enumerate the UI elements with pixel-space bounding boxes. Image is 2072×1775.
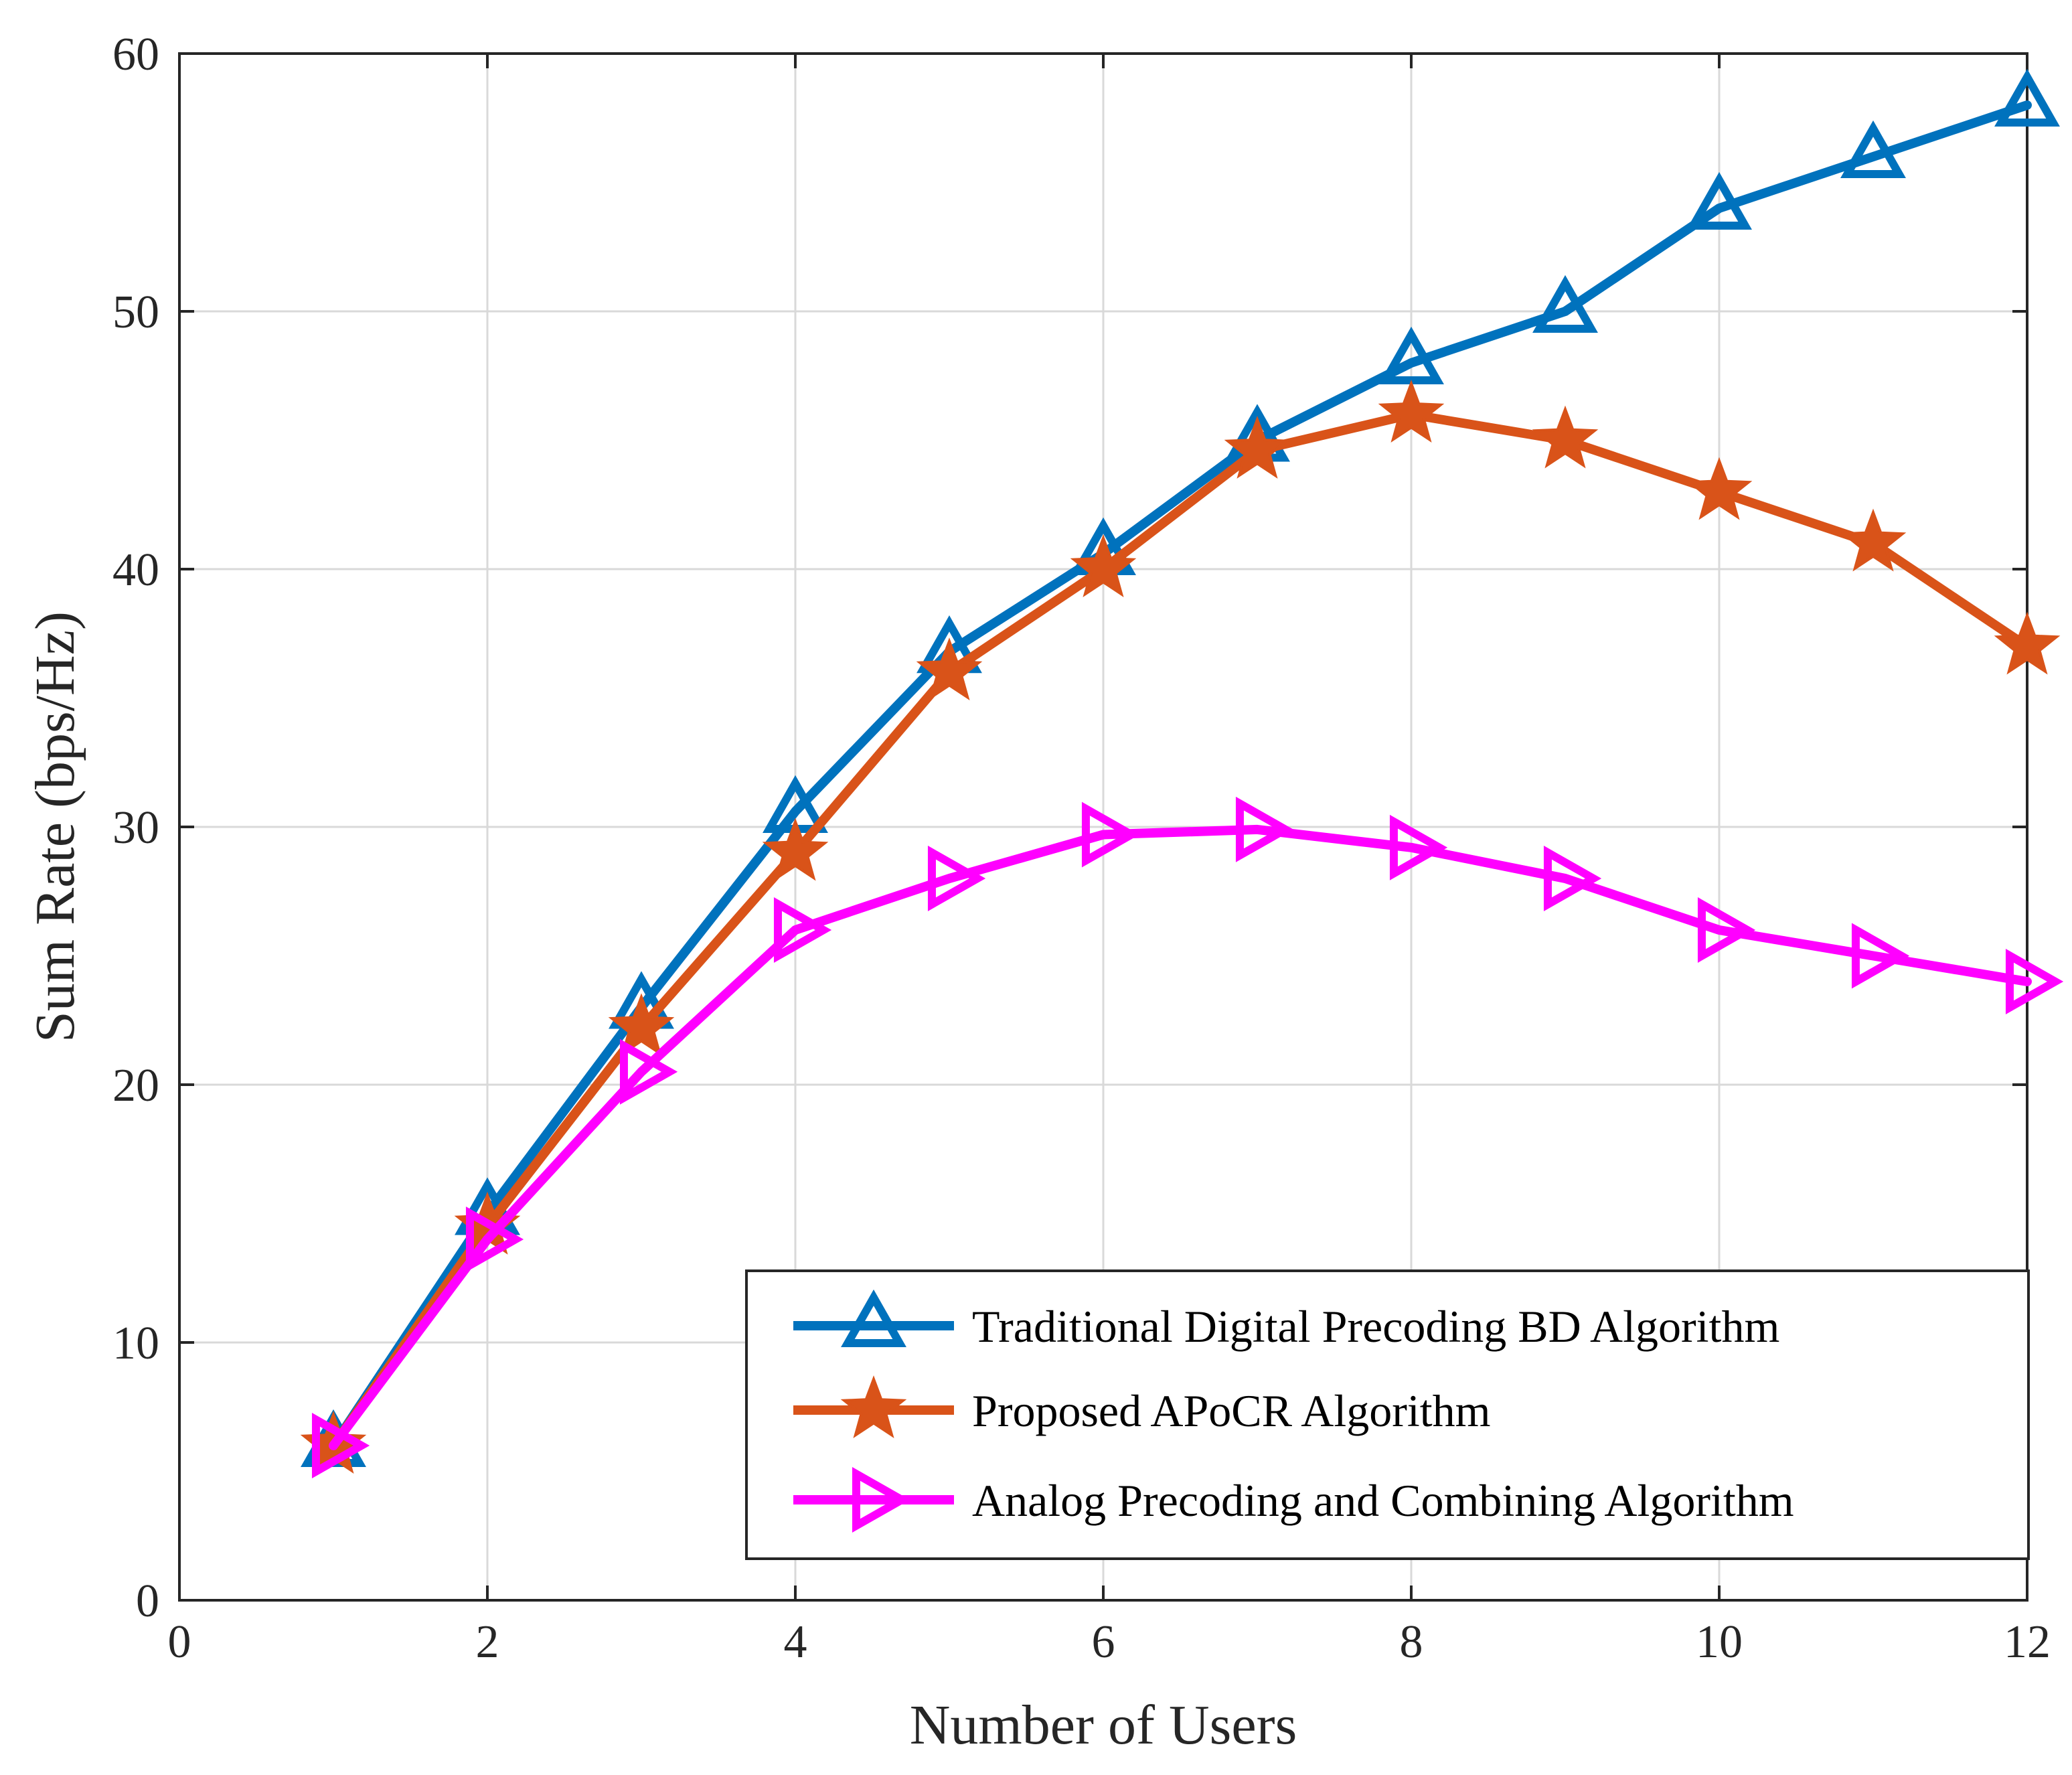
- series-line: [329, 100, 2032, 1450]
- data-point-marker: [465, 1207, 524, 1272]
- data-point-marker: [1070, 534, 1137, 598]
- data-point-marker: [2005, 949, 2064, 1014]
- data-point-marker: [1224, 415, 1291, 479]
- data-point-marker: [1994, 611, 2061, 675]
- data-point-marker: [1389, 814, 1448, 880]
- series-line: [329, 410, 2032, 1450]
- data-point-marker: [608, 993, 675, 1057]
- legend-marker-2: [840, 1375, 907, 1439]
- y-tick-label: 60: [112, 29, 159, 80]
- x-tick-label: 8: [1400, 1616, 1423, 1668]
- data-point-marker: [927, 846, 986, 911]
- data-point-marker: [311, 1413, 370, 1478]
- data-point-marker: [1532, 405, 1599, 469]
- y-tick-label: 50: [112, 287, 159, 338]
- y-tick-label: 10: [112, 1318, 159, 1369]
- data-point-marker: [1532, 275, 1598, 333]
- data-point-marker: [619, 1038, 678, 1105]
- data-point-marker: [1686, 171, 1752, 230]
- x-axis-label: Number of Users: [910, 1694, 1297, 1756]
- data-point-marker: [1840, 120, 1906, 179]
- series-2: [300, 380, 2061, 1474]
- plot-series: [300, 68, 2064, 1478]
- legend-label-1: Traditional Digital Precoding BD Algorit…: [972, 1301, 1779, 1352]
- data-point-marker: [762, 818, 829, 881]
- x-tick-label: 10: [1696, 1616, 1743, 1668]
- data-point-marker: [1851, 923, 1910, 989]
- y-tick-label: 20: [112, 1060, 159, 1111]
- data-point-marker: [1994, 68, 2060, 127]
- legend-marker-1: [841, 1289, 906, 1348]
- x-tick-label: 4: [784, 1616, 807, 1668]
- axes: 0 2 4 6 8 10 12 0 10 20 30 40 50 60: [112, 29, 2051, 1668]
- legend-label-2: Proposed APoCR Algorithm: [972, 1385, 1491, 1436]
- data-point-marker: [1378, 380, 1445, 443]
- x-tick-label: 0: [168, 1616, 191, 1668]
- series-3: [311, 796, 2064, 1478]
- data-point-marker: [916, 637, 983, 701]
- data-point-marker: [1840, 508, 1907, 572]
- x-tick-label: 12: [2004, 1616, 2051, 1668]
- y-tick-label: 0: [136, 1575, 159, 1627]
- data-point-marker: [1686, 457, 1753, 520]
- data-point-marker: [1081, 801, 1140, 868]
- y-tick-label: 40: [112, 544, 159, 596]
- legend-box: [745, 1269, 2030, 1560]
- x-tick-label: 6: [1092, 1616, 1115, 1668]
- y-tick-label: 30: [112, 802, 159, 854]
- legend-marker-3: [852, 1467, 910, 1533]
- x-tick-label: 2: [476, 1616, 499, 1668]
- y-axis-label: Sum Rate (bps/Hz): [24, 611, 86, 1043]
- data-point-marker: [1543, 846, 1602, 911]
- data-point-marker: [1697, 897, 1756, 963]
- data-point-marker: [773, 897, 832, 963]
- data-point-marker: [1235, 796, 1294, 862]
- legend: Traditional Digital Precoding BD Algorit…: [745, 1269, 2030, 1560]
- legend-label-3: Analog Precoding and Combining Algorithm: [972, 1475, 1794, 1526]
